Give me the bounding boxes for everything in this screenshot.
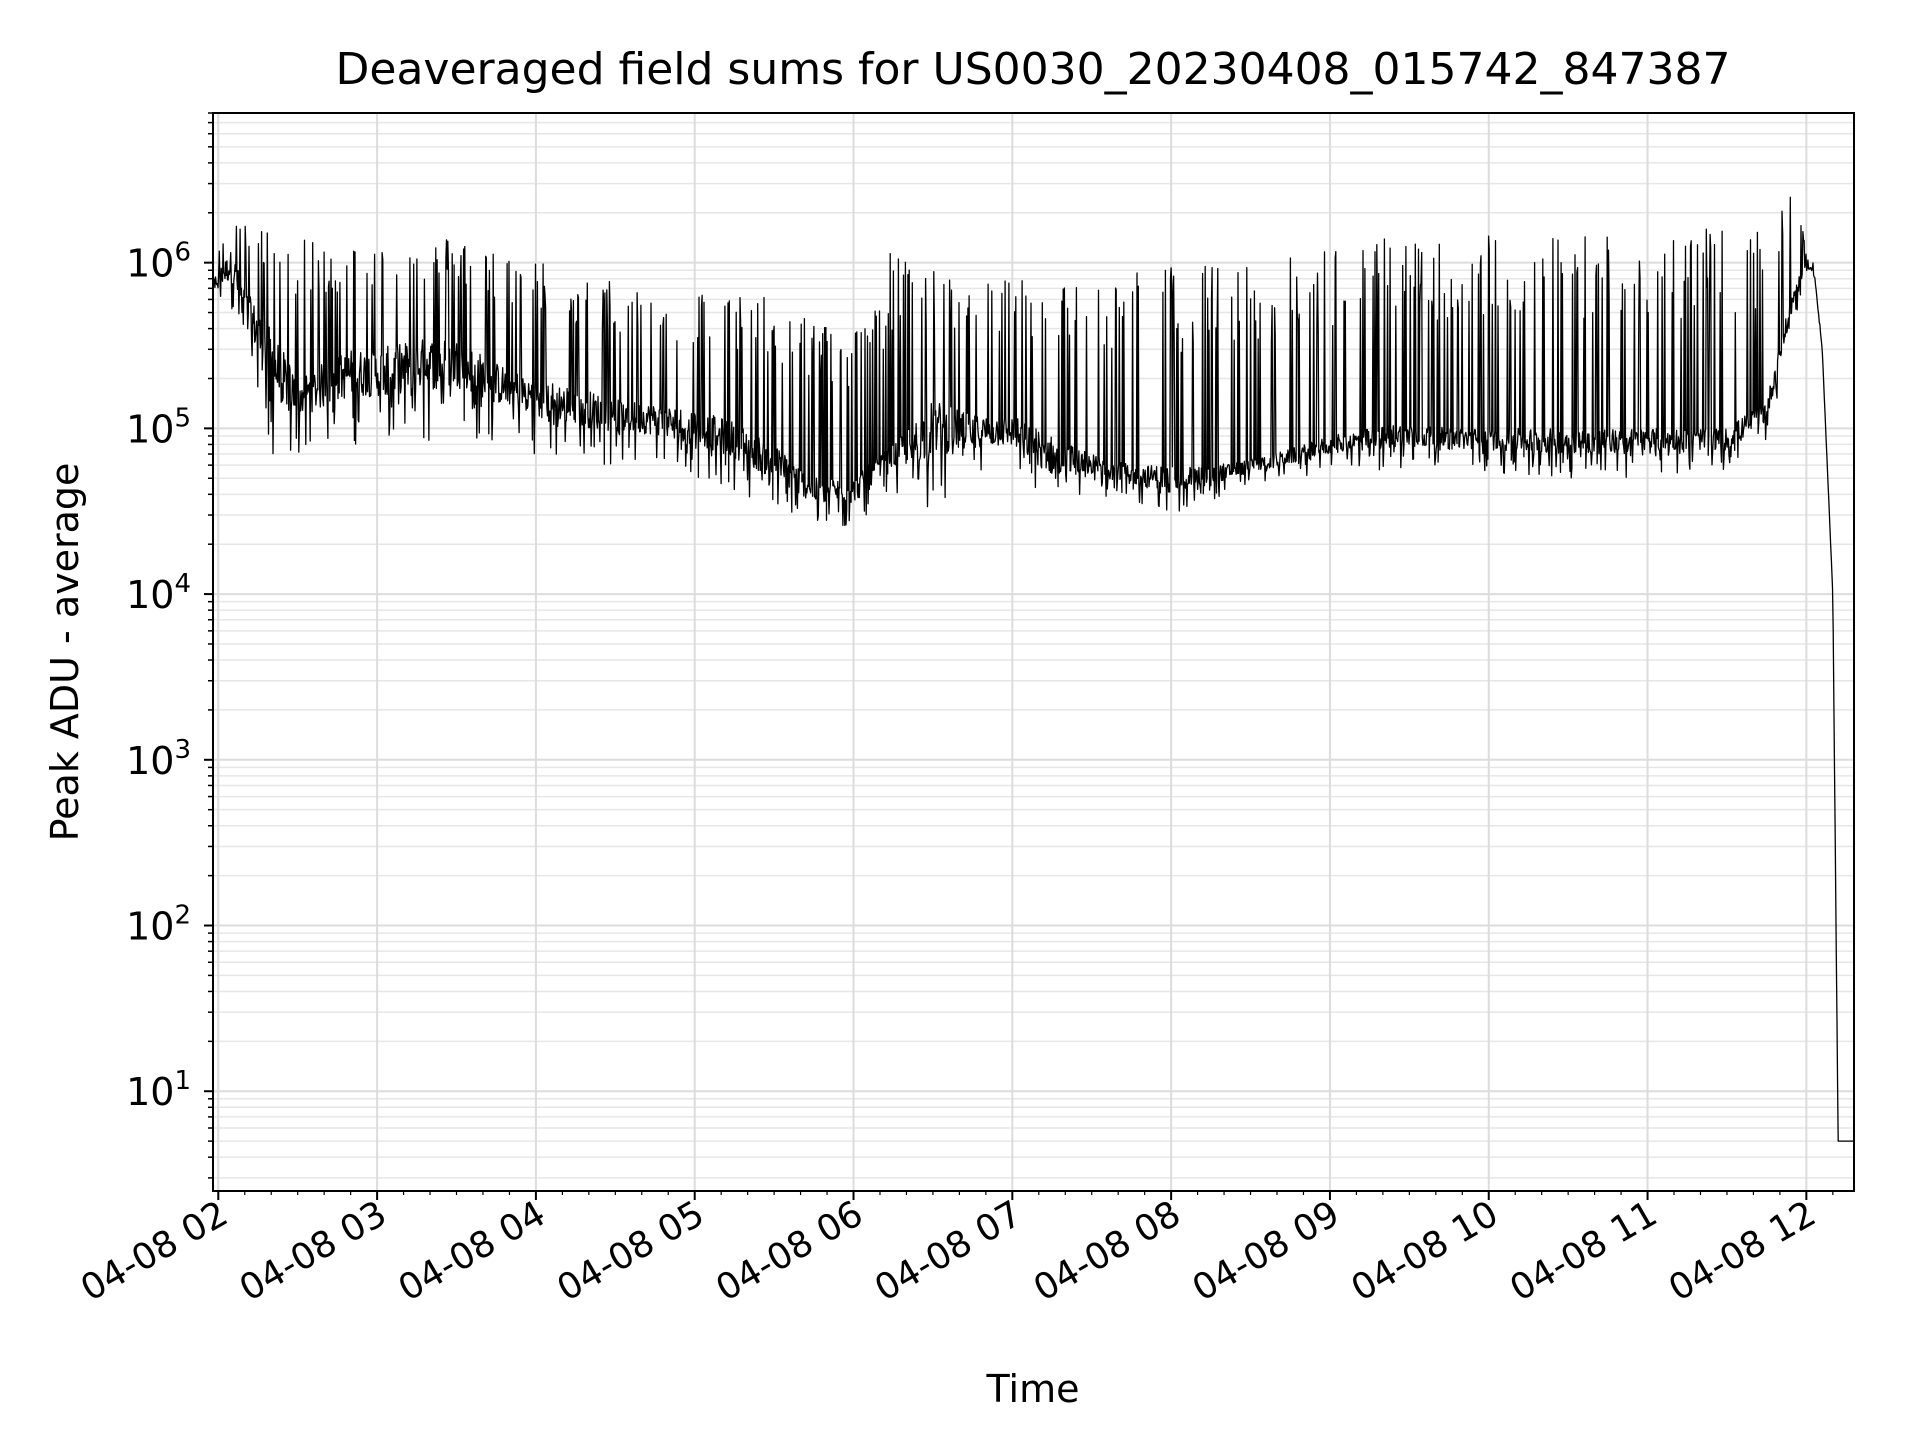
series-area bbox=[212, 196, 1855, 1142]
y-tick-label: 104 bbox=[126, 569, 191, 617]
grid bbox=[213, 112, 1854, 1191]
y-axis: 101 102 103 104 105 106 bbox=[126, 112, 213, 1179]
chart-title: Deaveraged field sums for US0030_2023040… bbox=[336, 44, 1731, 95]
series-line bbox=[212, 196, 1855, 1142]
y-tick-label: 105 bbox=[126, 403, 191, 451]
plot-frame bbox=[212, 112, 1855, 1192]
x-axis-label: Time bbox=[986, 1367, 1080, 1411]
y-tick-label: 102 bbox=[126, 901, 191, 949]
y-tick-label: 106 bbox=[126, 238, 191, 286]
y-tick-label: 101 bbox=[126, 1066, 191, 1114]
y-axis-label: Peak ADU - average bbox=[43, 463, 87, 842]
y-tick-label: 103 bbox=[126, 735, 191, 783]
